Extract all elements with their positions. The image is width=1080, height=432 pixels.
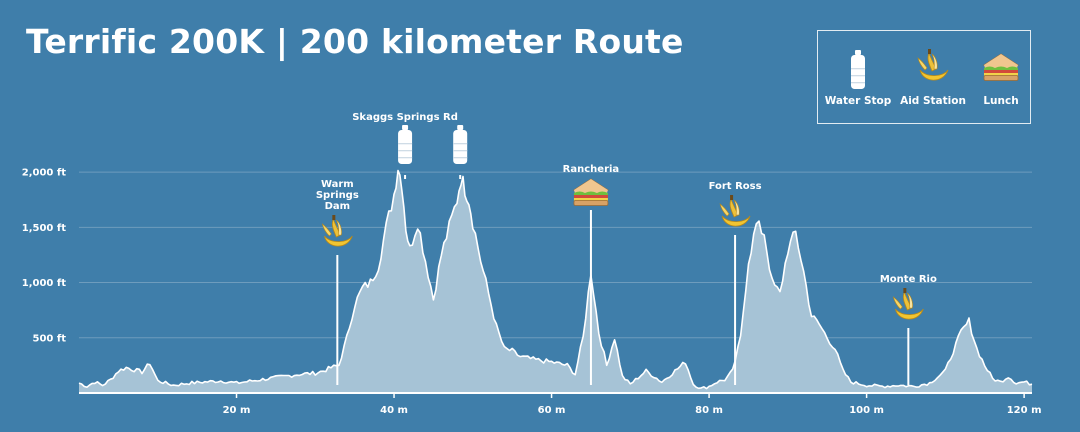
stop-label: Rancheria	[563, 164, 620, 175]
route-stop-water	[453, 125, 468, 179]
water-bottle-icon	[453, 125, 468, 164]
water-bottle-icon	[398, 125, 413, 164]
banana-icon	[719, 194, 751, 227]
banana-icon	[892, 287, 924, 320]
x-tick-label: 80 m	[695, 405, 723, 416]
x-tick-label: 40 m	[380, 405, 408, 416]
stop-label: Fort Ross	[709, 181, 762, 192]
y-tick-label: 2,000 ft	[22, 168, 66, 179]
elevation-line	[78, 169, 1033, 390]
chart-title: Terrific 200K | 200 kilometer Route	[26, 22, 684, 61]
axes: 500 ft 1,000 ft 1,500 ft 2,000 ft 20 m 40 m 60…	[22, 168, 1042, 416]
stop-label: Springs	[316, 190, 359, 201]
x-tick-label: 20 m	[223, 405, 251, 416]
legend-label-lunch: Lunch	[983, 95, 1019, 107]
sandwich-icon	[573, 178, 609, 206]
x-tick-label: 100 m	[849, 405, 884, 416]
y-tick-label: 1,000 ft	[22, 278, 66, 289]
legend-label-aid: Aid Station	[900, 95, 966, 107]
elevation-profile	[78, 169, 1033, 393]
x-tick-label: 120 m	[1007, 405, 1042, 416]
water-bottle-icon	[851, 50, 865, 89]
stop-label: Skaggs Springs Rd	[352, 112, 458, 123]
legend-item-water: Water Stop	[822, 31, 894, 121]
elevation-area	[79, 170, 1032, 393]
route-stop-water: Skaggs Springs Rd	[352, 112, 458, 179]
route-stop-aid: Fort Ross	[709, 181, 762, 385]
banana-icon	[321, 214, 353, 247]
sandwich-icon	[983, 53, 1019, 81]
route-stop-aid: Monte Rio	[880, 274, 937, 385]
legend-label-water: Water Stop	[824, 95, 892, 107]
grid-lines	[79, 171, 1032, 339]
legend-item-aid: Aid Station	[897, 31, 969, 121]
y-tick-label: 500 ft	[33, 333, 67, 344]
x-tick-label: 60 m	[538, 405, 566, 416]
legend: Water Stop Aid Station Lunch	[817, 30, 1031, 124]
stop-label: Dam	[325, 201, 350, 212]
y-tick-label: 1,500 ft	[22, 223, 66, 234]
stop-label: Monte Rio	[880, 274, 937, 285]
stop-label: Warm	[321, 179, 354, 190]
route-stop-lunch: Rancheria	[563, 164, 620, 385]
banana-icon	[917, 48, 949, 81]
legend-item-lunch: Lunch	[965, 31, 1037, 121]
